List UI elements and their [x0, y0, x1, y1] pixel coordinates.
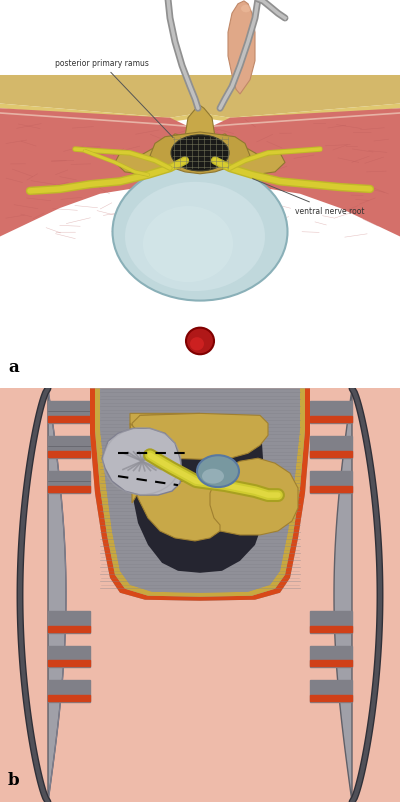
Bar: [310, 402, 352, 423]
Polygon shape: [130, 414, 228, 541]
Polygon shape: [185, 106, 215, 150]
Bar: [48, 695, 90, 702]
Polygon shape: [200, 109, 400, 247]
Ellipse shape: [125, 183, 265, 292]
Polygon shape: [0, 109, 200, 247]
Ellipse shape: [241, 6, 251, 14]
Polygon shape: [0, 76, 400, 119]
Polygon shape: [48, 389, 66, 802]
Bar: [310, 695, 352, 702]
Bar: [48, 437, 90, 459]
Bar: [48, 661, 90, 666]
Bar: [48, 681, 90, 703]
Polygon shape: [90, 389, 310, 601]
Bar: [310, 626, 352, 632]
Ellipse shape: [143, 207, 233, 283]
Circle shape: [186, 328, 214, 354]
Bar: [310, 646, 352, 667]
Bar: [310, 681, 352, 703]
Circle shape: [190, 338, 204, 351]
Polygon shape: [228, 2, 255, 95]
Bar: [310, 437, 352, 459]
Bar: [48, 402, 90, 423]
Polygon shape: [210, 459, 298, 535]
Polygon shape: [100, 389, 300, 593]
Text: posterior primary ramus: posterior primary ramus: [55, 59, 173, 139]
Bar: [310, 452, 352, 458]
Polygon shape: [90, 389, 310, 601]
Polygon shape: [212, 135, 285, 176]
Bar: [48, 417, 90, 423]
Polygon shape: [132, 414, 268, 460]
Ellipse shape: [171, 136, 229, 172]
Polygon shape: [334, 389, 352, 802]
Bar: [310, 472, 352, 493]
Bar: [310, 487, 352, 492]
Bar: [48, 452, 90, 458]
Bar: [48, 472, 90, 493]
Polygon shape: [150, 133, 250, 175]
Ellipse shape: [202, 469, 224, 484]
Ellipse shape: [197, 456, 239, 488]
Polygon shape: [115, 135, 188, 176]
Bar: [310, 611, 352, 633]
Text: a: a: [8, 359, 19, 376]
Bar: [310, 417, 352, 423]
Polygon shape: [102, 429, 182, 496]
Polygon shape: [154, 422, 248, 460]
Bar: [48, 487, 90, 492]
Bar: [48, 646, 90, 667]
Polygon shape: [95, 389, 305, 597]
Text: ventral nerve root: ventral nerve root: [252, 180, 364, 216]
Polygon shape: [0, 104, 400, 124]
Ellipse shape: [112, 164, 288, 302]
Bar: [48, 611, 90, 633]
Bar: [310, 661, 352, 666]
Polygon shape: [130, 423, 178, 471]
Text: b: b: [8, 771, 20, 788]
Polygon shape: [130, 416, 265, 573]
Bar: [48, 626, 90, 632]
